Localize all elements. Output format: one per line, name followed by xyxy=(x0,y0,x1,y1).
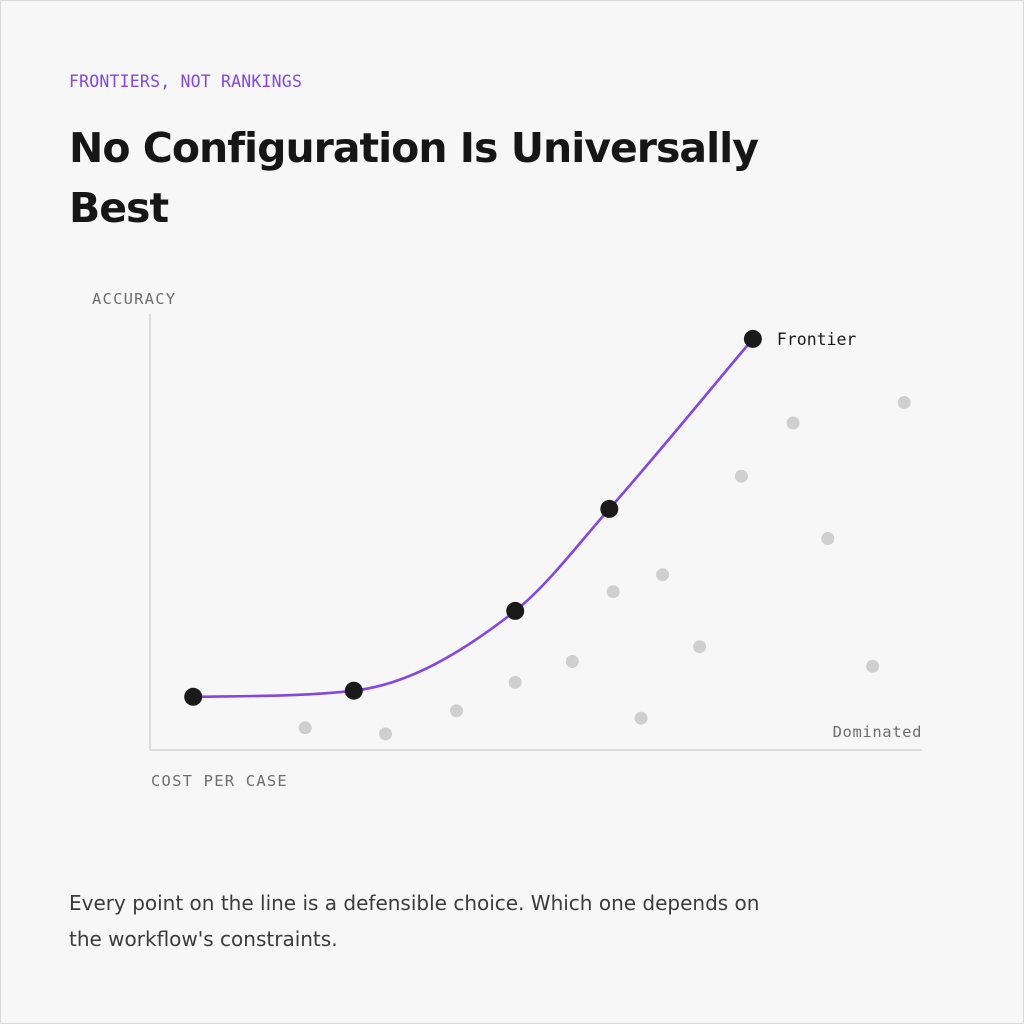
dominated-point-2 xyxy=(379,727,392,741)
dominated-point-14 xyxy=(897,396,911,409)
y-axis-label: ACCURACY xyxy=(92,290,176,308)
frontier-point-5 xyxy=(743,329,762,348)
frontier-points xyxy=(184,329,762,706)
dominated-point-4 xyxy=(508,675,522,689)
dominated-points xyxy=(298,396,911,741)
page-title: No Configuration Is Universally Best xyxy=(69,124,759,232)
dominated-point-5 xyxy=(565,655,579,668)
dominated-legend-label: Dominated xyxy=(833,723,922,741)
dominated-point-1 xyxy=(298,721,312,735)
frontier-line xyxy=(191,337,755,699)
frontier-point-2 xyxy=(344,681,363,700)
caption-text: Every point on the line is a defensible … xyxy=(69,891,760,951)
dominated-point-6 xyxy=(606,585,620,599)
dominated-point-8 xyxy=(656,568,670,582)
dominated-point-9 xyxy=(693,640,707,654)
frontier-point-3 xyxy=(506,601,525,620)
frontier-point-1 xyxy=(184,687,203,706)
frontier-point-4 xyxy=(600,499,619,518)
dominated-point-10 xyxy=(734,469,748,483)
dominated-point-12 xyxy=(821,532,835,545)
x-axis-label: COST PER CASE xyxy=(151,772,288,790)
frontier-legend-label: Frontier xyxy=(777,330,857,349)
eyebrow-label: FRONTIERS, NOT RANKINGS xyxy=(69,72,303,91)
dominated-point-7 xyxy=(634,711,648,725)
dominated-point-13 xyxy=(866,659,880,673)
dominated-point-11 xyxy=(786,416,800,430)
dominated-point-3 xyxy=(450,704,463,718)
